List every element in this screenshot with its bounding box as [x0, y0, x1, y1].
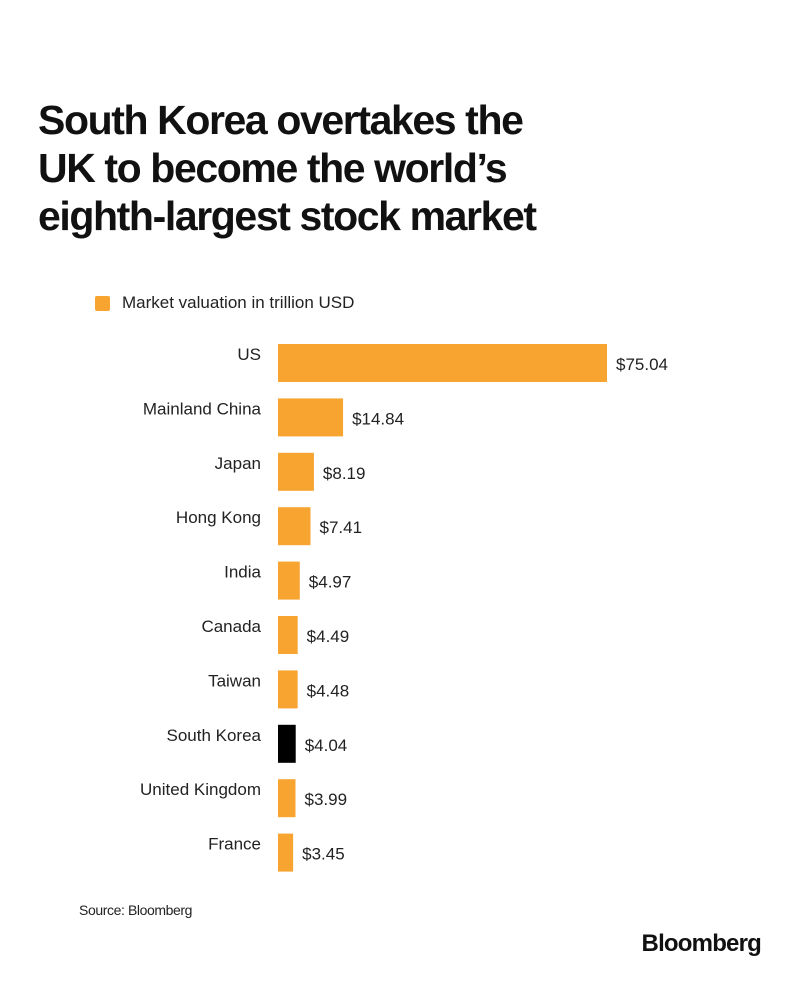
title-line-3: eighth-largest stock market [38, 193, 537, 239]
value-label: $8.19 [323, 464, 366, 483]
legend-label: Market valuation in trillion USD [122, 293, 355, 312]
category-label: Canada [201, 617, 261, 636]
category-label: Mainland China [143, 399, 262, 418]
legend-swatch [95, 295, 110, 311]
category-label: United Kingdom [140, 780, 261, 799]
category-label: Taiwan [208, 671, 261, 690]
bar [278, 344, 607, 382]
bar [278, 452, 314, 491]
bar [278, 398, 344, 437]
value-label: $4.49 [307, 627, 350, 646]
value-label: $14.84 [352, 409, 404, 428]
category-label: US [237, 345, 261, 364]
title-line-2: UK to become the world’s [38, 145, 508, 191]
bar [278, 779, 296, 818]
value-label: $4.97 [309, 573, 352, 592]
legend: Market valuation in trillion USD [95, 291, 354, 315]
bar [278, 561, 300, 600]
value-label: $3.99 [304, 790, 347, 809]
value-label: $7.41 [319, 518, 362, 537]
source-note: Source: Bloomberg [79, 902, 193, 918]
chart-title: South Korea overtakes the UK to become t… [38, 96, 678, 240]
bar [278, 724, 296, 763]
category-label: Hong Kong [176, 508, 261, 527]
value-label: $4.04 [305, 736, 348, 755]
category-label: South Korea [166, 726, 261, 745]
bar [278, 616, 298, 654]
category-label: Japan [215, 454, 261, 473]
bar [278, 507, 311, 546]
category-label: India [224, 563, 261, 582]
bar-chart: US $75.04 Mainland China $14.84 Japan $8.19 Ho… [140, 344, 668, 872]
category-label: France [208, 835, 261, 854]
value-label: $75.04 [616, 355, 668, 374]
brand-logo: Bloomberg [641, 930, 762, 957]
bar [278, 833, 294, 872]
title-line-1: South Korea overtakes the [38, 97, 524, 143]
value-label: $4.48 [307, 681, 350, 700]
value-label: $3.45 [302, 845, 345, 864]
bar [278, 670, 298, 709]
